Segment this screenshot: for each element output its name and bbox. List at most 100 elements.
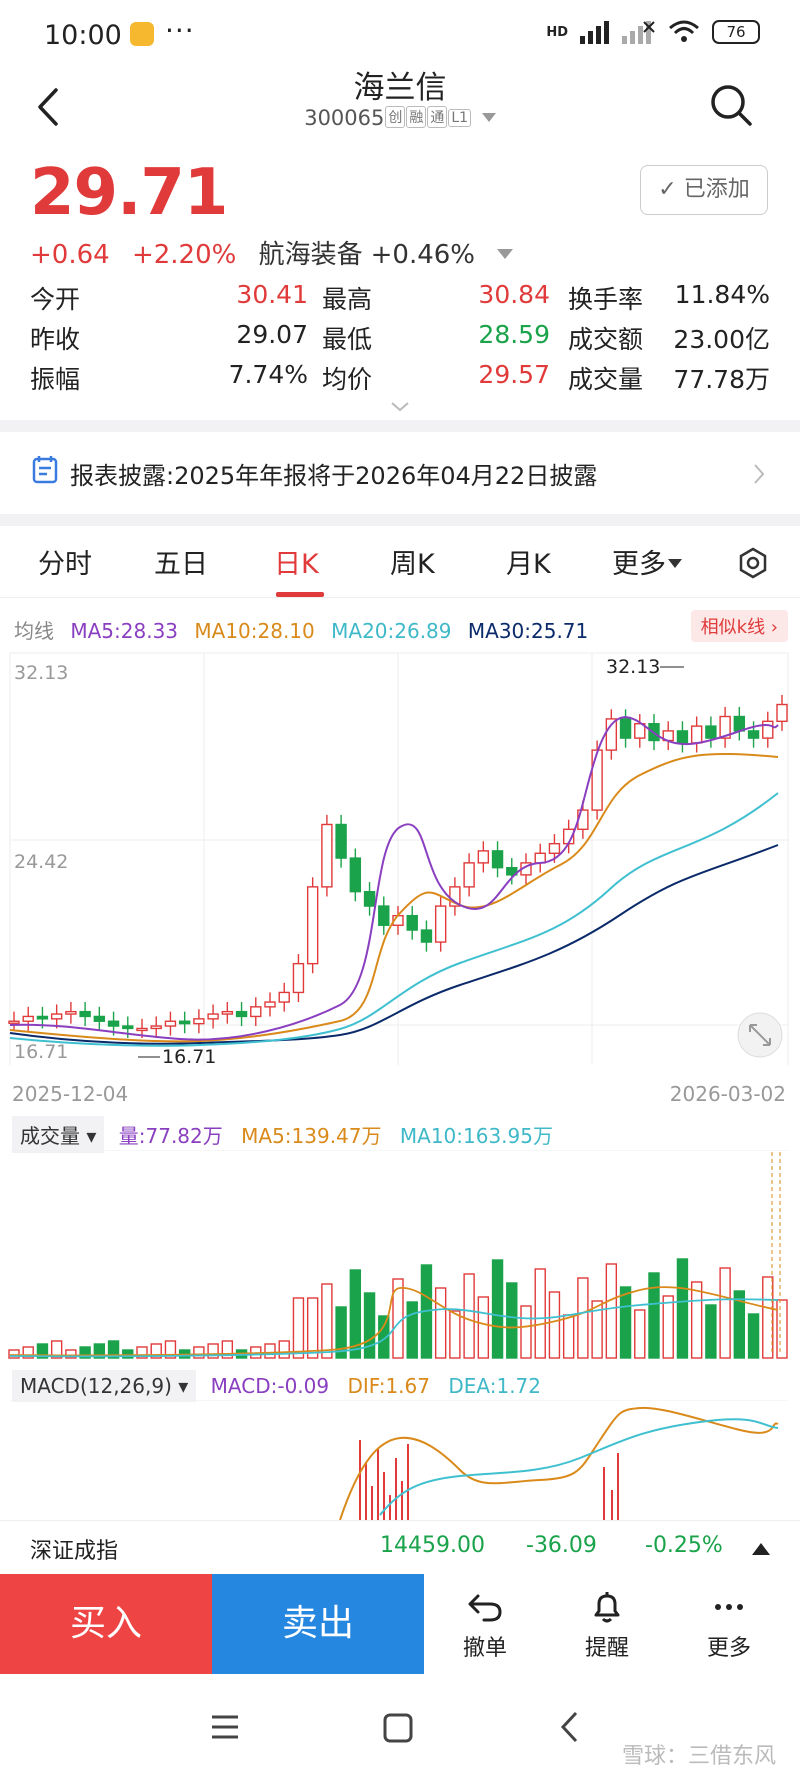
candle: [164, 1011, 177, 1036]
ma5-value: MA5:28.33: [70, 619, 179, 643]
volume-bar: [221, 1340, 234, 1359]
volume-bar: [776, 1299, 788, 1359]
candle: [292, 954, 305, 1003]
ma10-value: MA10:28.10: [194, 619, 315, 643]
expand-up-icon[interactable]: [752, 1543, 770, 1555]
tab-five-day[interactable]: 五日: [154, 549, 208, 580]
chart-frame: [9, 652, 789, 1065]
stat-value: 30.84: [478, 280, 550, 309]
fullscreen-icon[interactable]: [737, 1012, 783, 1058]
volume-bar: [278, 1340, 290, 1359]
volume-bar: [306, 1297, 319, 1359]
status-indicators: HD 76: [546, 20, 760, 44]
volume-bar: [477, 1296, 490, 1359]
candle: [65, 1002, 77, 1024]
stock-code-row[interactable]: 300065 创融通 L1: [0, 106, 800, 130]
stat-value: 28.59: [478, 320, 550, 349]
candle: [605, 709, 618, 760]
kline-chart[interactable]: 32.13 24.42 16.71 32.13 16.71: [0, 645, 800, 1065]
index-ticker[interactable]: 深证成指 14459.00 -36.09 -0.25%: [0, 1520, 800, 1570]
change-row: +0.64 +2.20% 航海装备 +0.46%: [30, 234, 527, 271]
cancel-order-label: 撤单: [462, 1636, 507, 1661]
settings-hexagon-icon[interactable]: [736, 546, 770, 580]
report-notice[interactable]: 报表披露:2025年年报将于2026年04月22日披露: [0, 432, 800, 516]
added-watchlist-button[interactable]: ✓ 已添加: [640, 165, 768, 215]
macd-selector[interactable]: MACD(12,26,9) ▾: [12, 1370, 197, 1402]
sector-name[interactable]: 航海装备: [258, 240, 363, 270]
ma30-line: [9, 844, 779, 1045]
candle: [762, 711, 774, 748]
stat-label: 最低: [322, 325, 373, 354]
stat-value: 29.07: [236, 320, 308, 349]
caret-down-icon: [668, 559, 682, 568]
tab-daily-k[interactable]: 日K: [274, 549, 319, 580]
calendar-icon: [32, 456, 58, 484]
divider: [0, 420, 800, 432]
stats-row: 今开 30.41 最高 30.84 换手率 11.84%: [30, 280, 770, 320]
volume-selector-label: 成交量: [20, 1124, 80, 1148]
index-name: 深证成指: [30, 1539, 119, 1564]
ma5-line: [9, 716, 779, 1041]
candle: [463, 853, 475, 897]
volume-selector[interactable]: 成交量 ▾: [12, 1116, 105, 1153]
y-label-top: 32.13: [14, 662, 68, 684]
volume-bar: [36, 1343, 49, 1359]
stat-label: 昨收: [30, 325, 81, 354]
added-label: 已添加: [683, 177, 750, 202]
macd-bars: [359, 1440, 619, 1520]
stat-value: 23.00亿: [673, 325, 770, 354]
volume-bar: [619, 1286, 632, 1359]
more-button[interactable]: 更多: [684, 1590, 774, 1662]
stat-label: 振幅: [30, 365, 81, 394]
status-time: 10:00: [44, 20, 122, 51]
sector-caret-icon[interactable]: [497, 249, 514, 259]
volume-bar: [406, 1301, 418, 1359]
volume-bar: [264, 1343, 276, 1359]
volume-bar: [164, 1340, 177, 1359]
stock-name: 海兰信: [353, 70, 447, 106]
volume-legend: 成交量 ▾ 量:77.82万 MA5:139.47万 MA10:163.95万: [12, 1116, 565, 1153]
candle: [306, 877, 319, 974]
volume-bars: [8, 1258, 788, 1359]
candle: [193, 1009, 205, 1034]
dif-line: [339, 1406, 779, 1520]
search-button[interactable]: [706, 80, 756, 130]
expand-chevron-icon[interactable]: [388, 400, 412, 414]
similar-kline-label: 相似k线: [700, 617, 766, 638]
candle: [321, 814, 333, 897]
nav-back-icon[interactable]: [558, 1710, 582, 1744]
wifi-icon: [669, 20, 699, 42]
stat-value: 77.78万: [673, 365, 770, 394]
dif-value: DIF:1.67: [347, 1374, 430, 1398]
sell-button[interactable]: 卖出: [212, 1574, 424, 1674]
tab-monthly-k[interactable]: 月K: [506, 549, 551, 580]
volume-bar: [747, 1313, 760, 1359]
back-button[interactable]: [30, 82, 70, 132]
alert-button[interactable]: 提醒: [562, 1590, 652, 1662]
home-icon[interactable]: [382, 1712, 414, 1744]
candle: [335, 814, 347, 868]
stat-value: 30.41: [236, 280, 308, 309]
date-end: 2026-03-02: [669, 1082, 786, 1106]
tab-intraday[interactable]: 分时: [38, 549, 92, 580]
stock-code: 300065: [304, 106, 385, 130]
volume-bar: [648, 1272, 660, 1359]
candle: [278, 982, 290, 1012]
candle: [178, 1011, 191, 1034]
tab-more[interactable]: 更多: [612, 542, 682, 581]
volume-bar: [79, 1346, 91, 1359]
current-price: 29.71: [30, 156, 228, 230]
cancel-order-button[interactable]: 撤单: [440, 1590, 530, 1662]
candle: [705, 716, 717, 748]
candle: [719, 706, 731, 748]
macd-legend: MACD(12,26,9) ▾ MACD:-0.09 DIF:1.67 DEA:…: [12, 1370, 553, 1402]
tab-weekly-k[interactable]: 周K: [390, 549, 435, 580]
buy-button[interactable]: 买入: [0, 1574, 212, 1674]
volume-bar: [107, 1340, 120, 1359]
menu-icon[interactable]: [210, 1712, 240, 1742]
similar-kline-button[interactable]: 相似k线 ›: [690, 610, 788, 642]
stat-value: 7.74%: [228, 360, 308, 389]
index-change-pct: -0.25%: [645, 1533, 723, 1558]
volume-bar: [634, 1309, 646, 1359]
dea-line: [379, 1418, 779, 1516]
